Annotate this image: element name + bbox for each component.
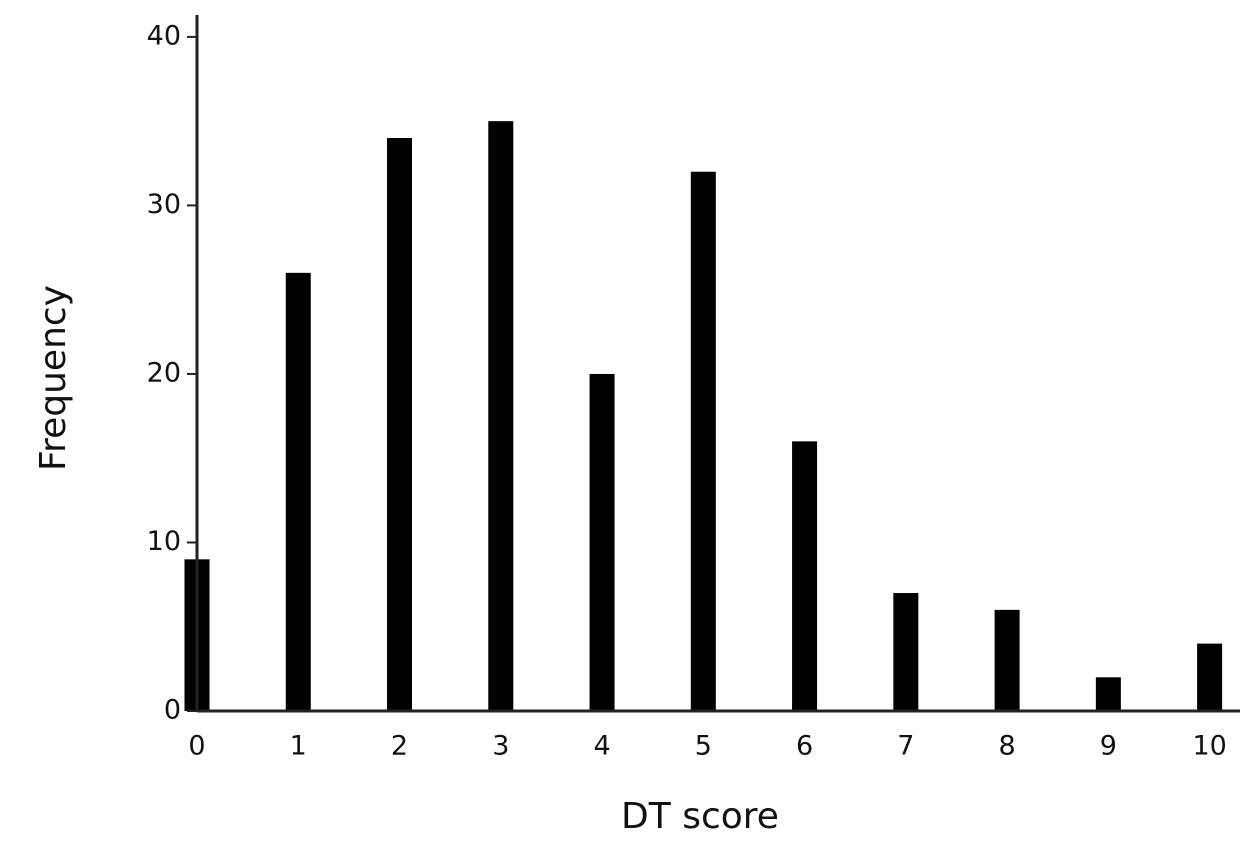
bar [893, 593, 919, 711]
x-tick-label: 4 [593, 731, 610, 762]
y-tick-label: 10 [147, 526, 181, 557]
y-tick-label: 0 [164, 695, 181, 726]
bar [589, 373, 615, 711]
x-tick-label: 6 [796, 731, 813, 762]
bar [994, 609, 1020, 711]
x-tick-label: 2 [391, 731, 408, 762]
bar [792, 441, 818, 711]
y-tick-label: 20 [147, 357, 181, 388]
x-tick-label: 8 [999, 731, 1016, 762]
x-tick-label: 10 [1192, 731, 1226, 762]
y-axis-title: Frequency [33, 285, 74, 471]
x-tick-label: 0 [188, 731, 205, 762]
bar [1197, 643, 1223, 711]
x-tick-label: 5 [695, 731, 712, 762]
bar [690, 171, 716, 712]
bar [1095, 677, 1121, 711]
x-axis-title: DT score [621, 796, 779, 837]
x-tick-label: 7 [897, 731, 914, 762]
y-tick-label: 30 [147, 189, 181, 220]
x-tick-label: 1 [290, 731, 307, 762]
bar [285, 272, 311, 711]
bar [387, 138, 413, 711]
x-tick-label: 9 [1100, 731, 1117, 762]
y-tick-label: 40 [147, 20, 181, 51]
x-tick-label: 3 [492, 731, 509, 762]
bar [488, 121, 514, 711]
